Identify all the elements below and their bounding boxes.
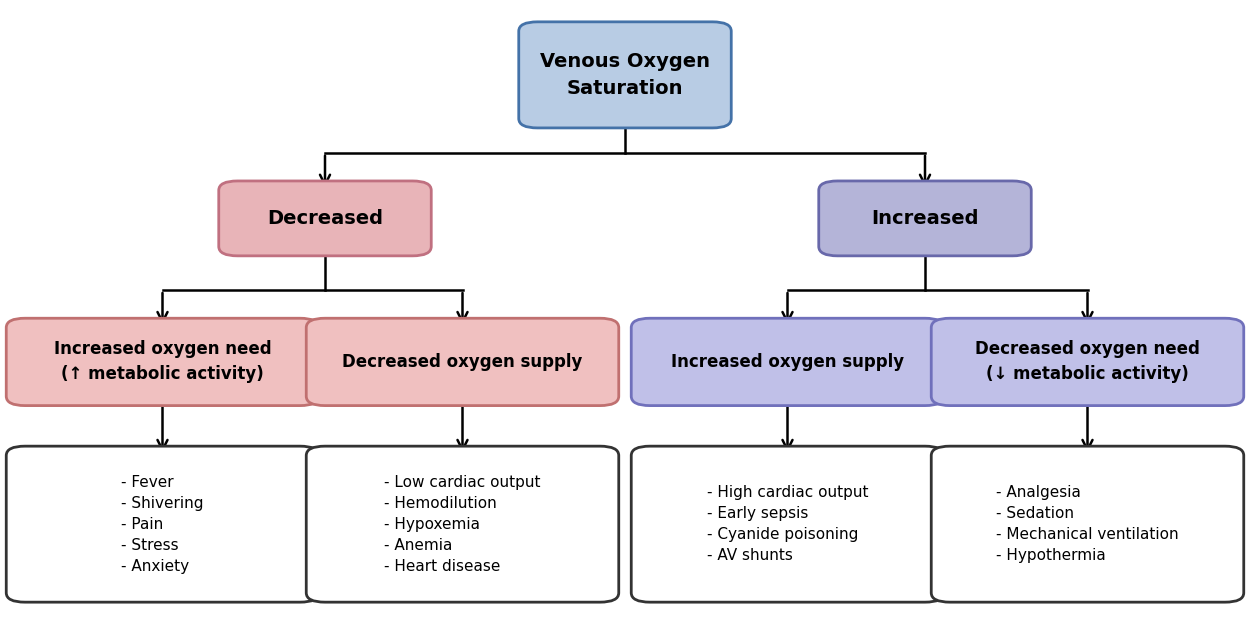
FancyBboxPatch shape xyxy=(6,318,319,406)
Text: Decreased: Decreased xyxy=(268,209,382,228)
FancyBboxPatch shape xyxy=(931,446,1244,602)
FancyBboxPatch shape xyxy=(6,446,319,602)
FancyBboxPatch shape xyxy=(631,318,944,406)
Text: Decreased oxygen supply: Decreased oxygen supply xyxy=(342,353,582,371)
Text: - Fever
- Shivering
- Pain
- Stress
- Anxiety: - Fever - Shivering - Pain - Stress - An… xyxy=(121,475,204,573)
FancyBboxPatch shape xyxy=(931,318,1244,406)
FancyBboxPatch shape xyxy=(219,181,431,256)
FancyBboxPatch shape xyxy=(306,318,619,406)
Text: Increased oxygen need
(↑ metabolic activity): Increased oxygen need (↑ metabolic activ… xyxy=(54,341,271,383)
Text: - Low cardiac output
- Hemodilution
- Hypoxemia
- Anemia
- Heart disease: - Low cardiac output - Hemodilution - Hy… xyxy=(384,475,541,573)
FancyBboxPatch shape xyxy=(306,446,619,602)
FancyBboxPatch shape xyxy=(819,181,1031,256)
Text: Venous Oxygen
Saturation: Venous Oxygen Saturation xyxy=(540,52,710,97)
Text: Increased oxygen supply: Increased oxygen supply xyxy=(671,353,904,371)
Text: - High cardiac output
- Early sepsis
- Cyanide poisoning
- AV shunts: - High cardiac output - Early sepsis - C… xyxy=(706,485,869,563)
Text: Increased: Increased xyxy=(871,209,979,228)
Text: - Analgesia
- Sedation
- Mechanical ventilation
- Hypothermia: - Analgesia - Sedation - Mechanical vent… xyxy=(996,485,1179,563)
FancyBboxPatch shape xyxy=(631,446,944,602)
Text: Decreased oxygen need
(↓ metabolic activity): Decreased oxygen need (↓ metabolic activ… xyxy=(975,341,1200,383)
FancyBboxPatch shape xyxy=(519,22,731,128)
